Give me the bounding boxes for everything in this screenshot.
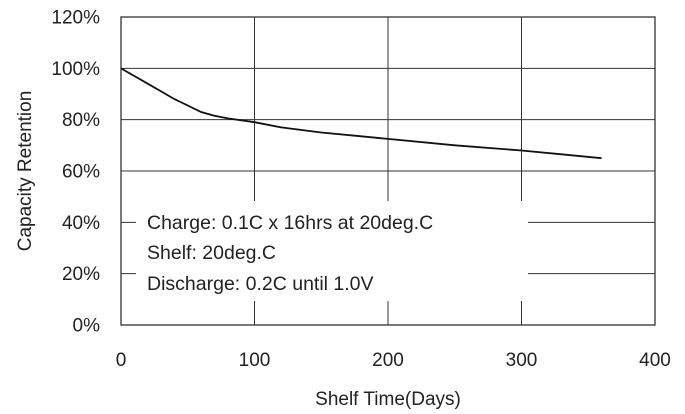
annotation-text: Charge: 0.1C x 16hrs at 20deg.C Shelf: 20…: [147, 212, 433, 295]
y-tick-label-4: 80%: [62, 110, 100, 131]
plot-area-frame: [120, 16, 656, 326]
annotation-line-0: Charge: 0.1C x 16hrs at 20deg.C: [147, 212, 433, 234]
y-tick-label-2: 40%: [62, 213, 100, 234]
annotation-line-1: Shelf: 20deg.C: [147, 242, 276, 264]
x-axis-ticks: 0 100 200 300 400: [116, 350, 671, 371]
y-axis-label: Capacity Retention: [15, 91, 36, 252]
y-tick-label-6: 120%: [51, 8, 100, 29]
annotation-line-2: Discharge: 0.2C until 1.0V: [147, 273, 374, 295]
y-tick-label-5: 100%: [51, 59, 100, 80]
y-tick-label-3: 60%: [62, 162, 100, 183]
series-line-0: [120, 67, 602, 160]
annotation-box: [136, 201, 528, 301]
y-tick-label-1: 20%: [62, 264, 100, 285]
y-axis-ticks: 0% 20% 40% 60% 80% 100% 120%: [51, 8, 100, 337]
x-tick-label-3: 300: [506, 350, 538, 371]
x-tick-label-1: 100: [239, 350, 271, 371]
y-tick-label-0: 0%: [73, 316, 101, 337]
x-tick-label-2: 200: [372, 350, 404, 371]
series-layer: [120, 67, 602, 160]
x-axis-label: Shelf Time(Days): [315, 389, 461, 410]
x-tick-label-4: 400: [639, 350, 671, 371]
annotation-background: [136, 201, 528, 301]
x-tick-label-0: 0: [116, 350, 127, 371]
